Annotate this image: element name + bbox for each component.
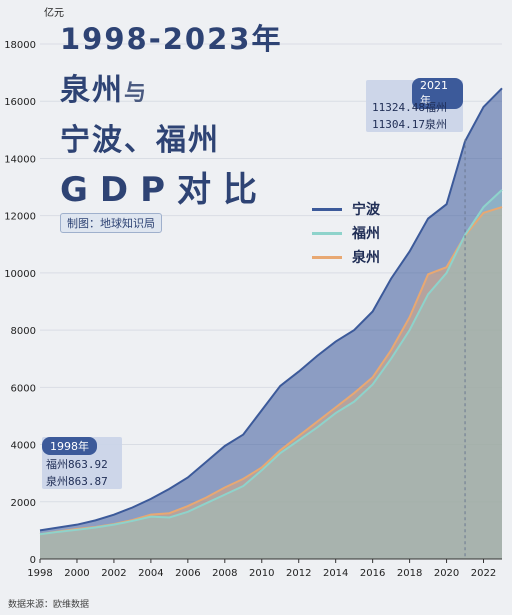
x-tick-label: 2016 (360, 568, 385, 579)
title-cities: 宁波、福州 (60, 123, 220, 158)
area-ningbo (40, 88, 502, 559)
area-quanzhou (40, 207, 502, 560)
legend-swatch-ningbo (312, 207, 342, 211)
legend-label-quanzhou: 泉州 (352, 250, 380, 266)
x-tick-label: 2000 (64, 568, 89, 579)
x-tick-label: 2018 (397, 568, 422, 579)
series-line-ningbo (39, 87, 503, 532)
legend-swatch-quanzhou (312, 255, 342, 259)
y-tick-label: 12000 (4, 212, 36, 223)
legend-item-quanzhou: 泉州 (312, 245, 380, 269)
callout-1998: 1998年 福州863.92 泉州863.87 (42, 437, 122, 489)
area-fuzhou (40, 189, 502, 559)
title-and: 与 (124, 81, 149, 106)
title-gdp-compare: GDP对比 (60, 170, 270, 210)
y-axis-unit: 亿元 (44, 8, 64, 19)
callout-1998-line1: 福州863.92 (46, 458, 108, 471)
callout-2021-line1: 11324.48福州 (372, 101, 447, 114)
legend-label-ningbo: 宁波 (352, 202, 380, 218)
x-tick-label: 2006 (175, 568, 200, 579)
legend-label-fuzhou: 福州 (352, 226, 380, 242)
y-tick-label: 4000 (11, 441, 36, 452)
x-tick-label: 2020 (434, 568, 459, 579)
callout-2021-line2: 11304.17泉州 (372, 118, 447, 131)
callout-1998-header: 1998年 (42, 437, 97, 455)
callout-2021: 2021年 11324.48福州 11304.17泉州 (366, 78, 463, 132)
y-tick-label: 8000 (11, 326, 36, 337)
x-tick-label: 2012 (286, 568, 311, 579)
title-years: 1998-2023年 (60, 22, 283, 56)
credit-badge: 制图：地球知识局 (60, 213, 162, 233)
y-tick-label: 14000 (4, 154, 36, 165)
legend-item-ningbo: 宁波 (312, 197, 380, 221)
x-tick-label: 2010 (249, 568, 274, 579)
y-tick-label: 6000 (11, 383, 36, 394)
legend-swatch-fuzhou (312, 231, 342, 235)
title-quanzhou: 泉州 (60, 73, 124, 108)
y-tick-label: 16000 (4, 97, 36, 108)
y-tick-label: 18000 (4, 40, 36, 51)
x-tick-label: 2008 (212, 568, 237, 579)
legend: 宁波 福州 泉州 (312, 197, 380, 269)
callout-2021-header: 2021年 (412, 78, 463, 109)
y-tick-label: 2000 (11, 498, 36, 509)
legend-item-fuzhou: 福州 (312, 221, 380, 245)
y-tick-label: 0 (30, 555, 36, 566)
title-line-2: 泉州与 (60, 65, 148, 109)
series-line-fuzhou (39, 189, 503, 536)
y-tick-label: 10000 (4, 269, 36, 280)
x-tick-label: 2002 (101, 568, 126, 579)
callout-1998-line2: 泉州863.87 (46, 475, 108, 488)
data-source: 数据来源：欧维数据 (8, 600, 90, 610)
x-tick-label: 2004 (138, 568, 163, 579)
x-tick-label: 2014 (323, 568, 348, 579)
x-tick-label: 2022 (471, 568, 496, 579)
x-tick-label: 1998 (27, 568, 52, 579)
